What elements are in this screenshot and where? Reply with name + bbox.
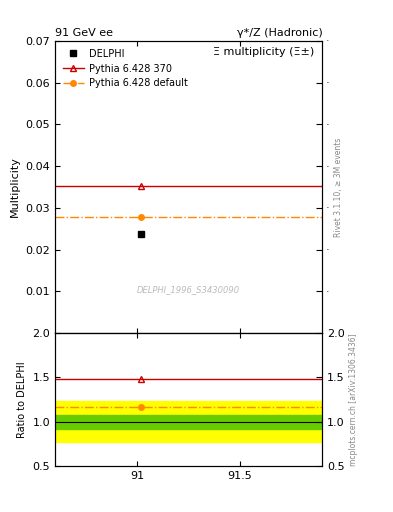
- Y-axis label: Multiplicity: Multiplicity: [10, 157, 20, 218]
- Y-axis label: mcplots.cern.ch [arXiv:1306.3436]: mcplots.cern.ch [arXiv:1306.3436]: [349, 333, 358, 466]
- Y-axis label: Ratio to DELPHI: Ratio to DELPHI: [17, 361, 27, 438]
- Text: 91 GeV ee: 91 GeV ee: [55, 28, 113, 38]
- Text: γ*/Z (Hadronic): γ*/Z (Hadronic): [237, 28, 322, 38]
- Bar: [55, 401, 322, 442]
- Legend: DELPHI, Pythia 6.428 370, Pythia 6.428 default: DELPHI, Pythia 6.428 370, Pythia 6.428 d…: [60, 46, 191, 91]
- Text: DELPHI_1996_S3430090: DELPHI_1996_S3430090: [137, 285, 240, 294]
- Text: Ξ multiplicity (Ξ±): Ξ multiplicity (Ξ±): [213, 47, 314, 57]
- Bar: [55, 415, 322, 429]
- Y-axis label: Rivet 3.1.10, ≥ 3M events: Rivet 3.1.10, ≥ 3M events: [334, 137, 343, 237]
